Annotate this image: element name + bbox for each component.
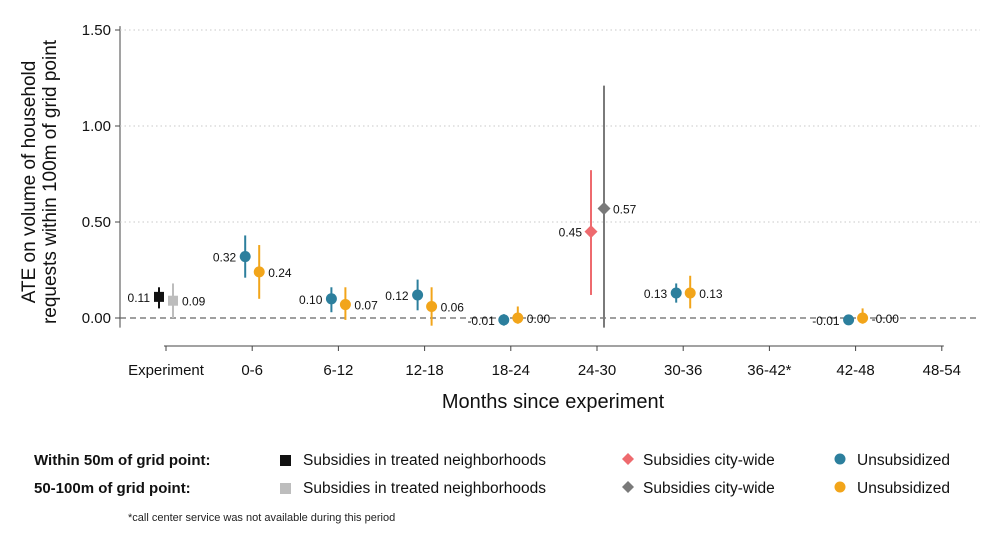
data-label: 0.13 [644, 287, 668, 301]
x-tick-label: 36-42* [747, 362, 791, 379]
data-point [597, 202, 611, 216]
diamond-icon [621, 452, 635, 471]
data-point [154, 291, 164, 302]
legend-item-label: Unsubsidized [857, 452, 951, 469]
y-tick-label: 1.00 [82, 118, 111, 135]
data-point [512, 312, 524, 324]
y-axis-label-line-2: requests within 100m of grid point [40, 39, 61, 324]
data-label: 0.24 [268, 266, 292, 280]
square-icon [280, 482, 292, 500]
data-point [498, 314, 510, 326]
data-point [325, 293, 337, 305]
x-tick-label: 18-24 [492, 362, 530, 379]
legend-item-label: Subsidies city-wide [643, 480, 775, 497]
legend-item-label: Subsidies city-wide [643, 452, 775, 469]
data-point [168, 295, 178, 306]
legend-row-title: Within 50m of grid point: [34, 452, 211, 469]
y-axis-label-line-1: ATE on volume of household [19, 61, 40, 304]
legend-row-50-100m: 50-100m of grid point: Subsidies in trea… [0, 478, 982, 502]
data-point [239, 251, 251, 263]
y-tick-label: 0.50 [82, 214, 111, 231]
data-point [253, 266, 265, 278]
gridlines [115, 26, 980, 328]
y-tick-label: 1.50 [82, 22, 111, 39]
y-tick-labels: 0.00 0.50 1.00 1.50 [82, 22, 111, 327]
legend-item-label: Subsidies in treated neighborhoods [303, 452, 547, 469]
legend-item-label: Subsidies in treated neighborhoods [303, 480, 547, 497]
data-label: 0.12 [385, 289, 409, 303]
data-point [426, 300, 438, 312]
data-point [843, 314, 855, 326]
x-tick-label: 24-30 [578, 362, 616, 379]
data-point [670, 287, 682, 299]
footnote: *call center service was not available d… [128, 512, 396, 524]
data-marks: 0.11 0.09 0.45 0.57 0.32 0.10 0.12 -0.01 0.13 -0.… [128, 85, 900, 328]
chart: 0.00 0.50 1.00 1.50 Experiment 0-6 6-12 12-18 1… [19, 22, 980, 413]
data-label: 0.32 [213, 251, 237, 265]
data-label: 0.13 [699, 287, 723, 301]
x-tick-label: 30-36 [664, 362, 702, 379]
x-axis: Experiment 0-6 6-12 12-18 18-24 24-30 30-36 36-… [128, 345, 961, 379]
data-point [584, 225, 598, 239]
data-label: 0.07 [354, 299, 378, 313]
data-point [339, 299, 351, 311]
circle-icon [833, 452, 847, 471]
legend-item-label: Unsubsidized [857, 480, 951, 497]
data-label: 0.09 [182, 295, 206, 309]
data-label: -0.01 [812, 314, 840, 328]
data-label: 0.00 [527, 312, 551, 326]
y-tick-label: 0.00 [82, 310, 111, 327]
data-label: 0.57 [613, 203, 637, 217]
x-tick-label: 48-54 [923, 362, 961, 379]
data-label: -0.01 [467, 314, 495, 328]
x-axis-label: Months since experiment [442, 391, 665, 413]
data-label: 0.06 [441, 300, 465, 314]
x-tick-label: 0-6 [241, 362, 263, 379]
data-label: 0.45 [559, 226, 583, 240]
data-label: -0.00 [872, 312, 900, 326]
y-axis-label: ATE on volume of household requests with… [19, 39, 61, 324]
x-tick-label: 42-48 [836, 362, 874, 379]
data-label: 0.10 [299, 293, 323, 307]
data-label: 0.11 [128, 291, 151, 305]
legend-row-within-50m: Within 50m of grid point: Subsidies in t… [0, 450, 982, 474]
data-point [412, 289, 424, 301]
circle-icon [833, 480, 847, 499]
diamond-icon [621, 480, 635, 499]
data-point [857, 312, 869, 324]
x-tick-label: Experiment [128, 362, 205, 379]
legend-row-title: 50-100m of grid point: [34, 480, 191, 497]
x-tick-label: 12-18 [405, 362, 443, 379]
data-point [684, 287, 696, 299]
x-tick-label: 6-12 [323, 362, 353, 379]
square-icon [280, 454, 292, 472]
